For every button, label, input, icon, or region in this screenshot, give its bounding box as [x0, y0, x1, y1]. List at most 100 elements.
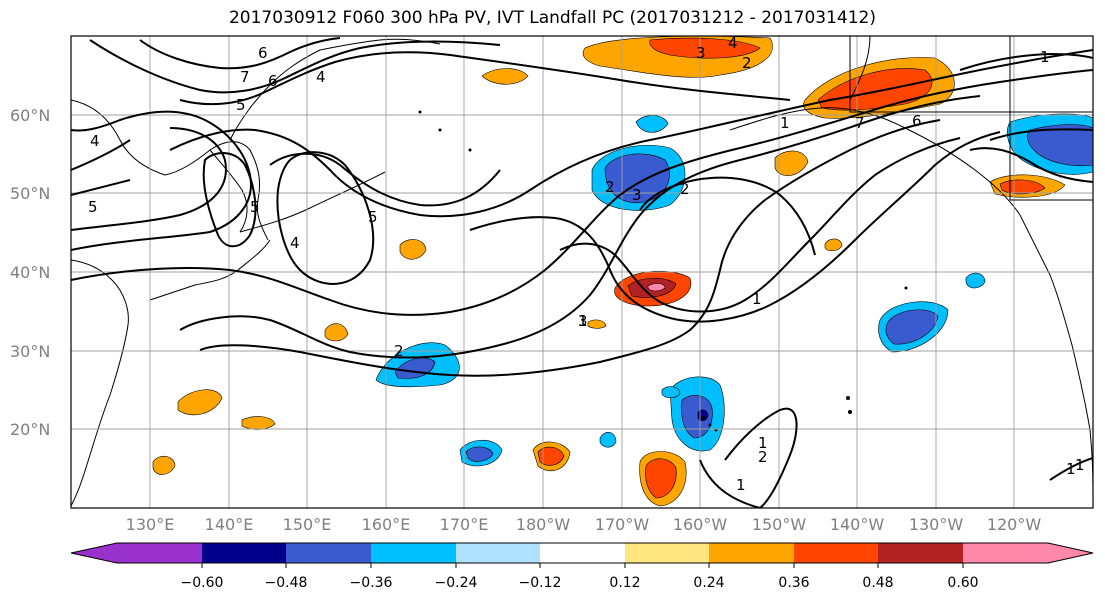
contour-label: 1	[578, 312, 588, 330]
colorbar-segment	[709, 543, 794, 563]
lon-label: 170°W	[595, 515, 650, 534]
contour-label: 6	[912, 112, 922, 130]
colorbar-tick-label: −0.24	[435, 575, 478, 591]
anomaly-positive	[537, 446, 565, 466]
contour-label: 3	[696, 44, 706, 62]
colorbar-labels: −0.60 −0.48 −0.36 −0.24 −0.12 0.12 0.24 …	[181, 575, 979, 591]
pv-contours	[71, 37, 1093, 508]
contour-label: 2	[680, 180, 690, 198]
colorbar-tick-label: 0.12	[609, 575, 640, 591]
colorbar-segment	[371, 543, 456, 563]
contour-labels: 6 7 6 5 4 3 4 2 1 4 5 4 5 5 7 6 1 2 3 2 …	[88, 34, 1085, 494]
contour-label: 5	[250, 198, 260, 216]
contour-label: 3	[632, 186, 642, 204]
lon-label: 130°E	[126, 515, 175, 534]
anomaly-positive	[647, 283, 666, 292]
islands	[418, 110, 908, 432]
colorbar-segment	[117, 543, 202, 563]
contour-label: 1	[1075, 456, 1085, 474]
colorbar-segment	[963, 543, 1048, 563]
anomaly-negative	[599, 431, 617, 448]
lat-label: 60°N	[10, 106, 50, 125]
map-border	[70, 35, 1094, 509]
colorbar	[70, 542, 1094, 568]
colorbar-segment	[878, 543, 963, 563]
anomaly-positive	[241, 416, 276, 430]
colorbar-extend-low	[71, 543, 117, 563]
colorbar-tick-label: 0.24	[693, 575, 724, 591]
anomaly-negative	[965, 272, 986, 289]
anomaly-negative	[681, 395, 713, 439]
colorbar-segment	[625, 543, 709, 563]
contour-label: 6	[268, 72, 278, 90]
contour-label: 2	[394, 342, 404, 360]
colorbar-outline	[70, 542, 1094, 564]
anomaly-positive	[177, 389, 223, 416]
anomaly-negative	[635, 115, 669, 133]
contour-label: 6	[258, 44, 268, 62]
colorbar-tick-label: 0.60	[947, 575, 978, 591]
anomaly-positive	[817, 68, 933, 111]
anomaly-negative	[697, 409, 709, 422]
lat-label: 40°N	[10, 263, 50, 282]
lon-label: 160°W	[673, 515, 728, 534]
map-title: 2017030912 F060 300 hPa PV, IVT Landfall…	[228, 8, 876, 28]
contour-label: 3	[578, 312, 588, 330]
contour-label: 2	[605, 178, 615, 196]
lon-label: 150°W	[752, 515, 807, 534]
contour-label: 7	[240, 68, 250, 86]
latitude-labels: 60°N 50°N 40°N 30°N 20°N	[10, 106, 50, 439]
contour-label: 2	[742, 54, 752, 72]
anomaly-positive	[152, 455, 176, 475]
colorbar-tick-label: 0.48	[862, 575, 893, 591]
region-boxes	[849, 36, 1093, 201]
anomaly-negative	[604, 153, 670, 203]
colorbar-segment	[202, 543, 286, 563]
lat-label: 50°N	[10, 184, 50, 203]
anomaly-negative	[465, 446, 494, 462]
contour-label: 5	[236, 96, 246, 114]
colorbar-tick-label: −0.48	[265, 575, 308, 591]
anomaly-positive	[649, 37, 761, 59]
anomaly-positive	[645, 458, 677, 499]
colorbar-extend-high	[1048, 543, 1093, 563]
longitude-labels: 130°E 140°E 150°E 160°E 170°E 180°W 170°…	[126, 515, 1042, 534]
colorbar-segment	[794, 543, 878, 563]
contour-label: 1	[780, 114, 790, 132]
lon-label: 140°E	[205, 515, 254, 534]
contour-label: 4	[316, 68, 326, 86]
contour-label: 1	[752, 290, 762, 308]
anomaly-negative	[885, 309, 939, 345]
anomaly-negative	[661, 386, 681, 399]
colorbar-segment	[286, 543, 371, 563]
colorbar-tick-label: −0.60	[181, 575, 224, 591]
anomaly-negative	[1027, 124, 1093, 166]
lon-label: 170°E	[440, 515, 489, 534]
contour-label: 7	[855, 114, 865, 132]
contour-label: 5	[368, 208, 378, 226]
anomaly-positive	[399, 239, 427, 260]
contour-label: 1	[736, 476, 746, 494]
graticule	[71, 36, 1093, 508]
contour-label: 1	[758, 434, 768, 452]
anomaly-positive	[824, 238, 843, 252]
anomaly-positive	[324, 323, 349, 342]
contour-label: 4	[728, 34, 738, 52]
lat-label: 20°N	[10, 420, 50, 439]
contour-label: 4	[290, 234, 300, 252]
anomaly-positive	[481, 68, 529, 85]
contour-label: 1	[1040, 48, 1050, 66]
contour-label: 5	[88, 198, 98, 216]
contour-label: 2	[758, 448, 768, 466]
lat-label: 30°N	[10, 342, 50, 361]
lon-label: 130°W	[909, 515, 964, 534]
colorbar-segment	[456, 543, 540, 563]
lon-label: 180°W	[516, 515, 571, 534]
lon-label: 150°E	[283, 515, 332, 534]
contour-label: 1	[1066, 460, 1076, 478]
colorbar-tick-label: 0.36	[778, 575, 809, 591]
shaded-anomalies	[152, 36, 1093, 507]
anomaly-positive	[587, 319, 607, 329]
colorbar-tick-label: −0.36	[350, 575, 393, 591]
